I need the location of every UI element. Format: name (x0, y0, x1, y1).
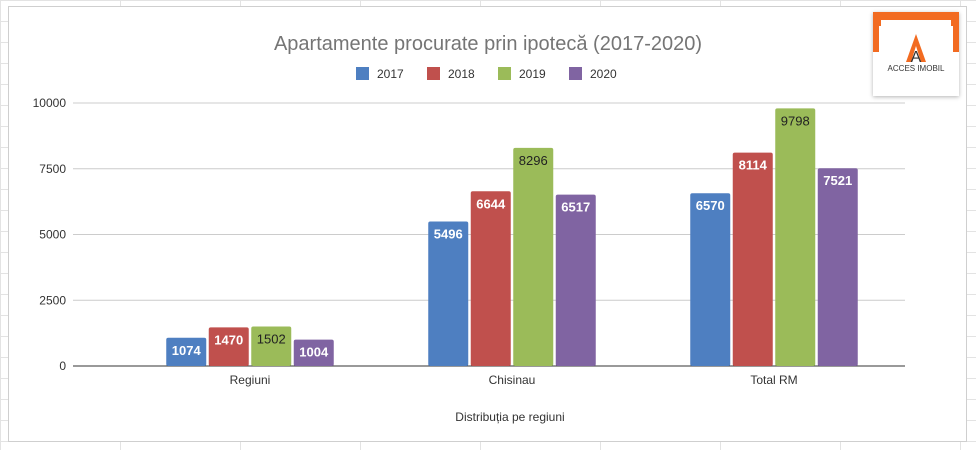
data-label: 1004 (299, 345, 329, 360)
data-label: 6570 (696, 198, 725, 213)
logo-text: ACCES IMOBIL (887, 64, 945, 73)
x-tick-label: Chisinau (489, 373, 536, 387)
data-label: 8296 (519, 153, 548, 168)
data-label: 9798 (781, 113, 810, 128)
legend-swatch-2017 (356, 67, 369, 80)
data-label: 8114 (739, 158, 768, 173)
x-tick-label: Total RM (750, 373, 797, 387)
x-axis-label: Distribuția pe regiuni (455, 410, 564, 424)
logo-a-icon: A (906, 34, 926, 66)
acces-imobil-logo: A ACCES IMOBIL (873, 12, 959, 96)
y-tick-label: 2500 (39, 293, 66, 307)
legend-label: 2017 (377, 67, 404, 81)
y-tick-label: 0 (59, 359, 66, 373)
bar-2020-Chisinau[interactable] (555, 194, 596, 366)
legend-swatch-2018 (427, 67, 440, 80)
bar-2020-Total RM[interactable] (817, 168, 858, 366)
y-tick-label: 7500 (39, 162, 66, 176)
legend-label: 2019 (519, 67, 546, 81)
bar-2017-Chisinau[interactable] (428, 221, 469, 366)
bar-2017-Total RM[interactable] (690, 193, 731, 366)
bar-2018-Regiuni[interactable] (208, 327, 249, 366)
legend-label: 2018 (448, 67, 475, 81)
data-label: 7521 (823, 173, 852, 188)
svg-text:A: A (911, 49, 922, 66)
y-tick-label: 10000 (33, 96, 67, 110)
legend-swatch-2019 (498, 67, 511, 80)
bar-2018-Total RM[interactable] (732, 152, 773, 366)
legend-swatch-2020 (569, 67, 582, 80)
data-label: 1074 (172, 343, 202, 358)
bar-2017-Regiuni[interactable] (166, 337, 207, 366)
data-label: 6517 (561, 200, 590, 215)
bar-2018-Chisinau[interactable] (470, 191, 511, 366)
data-label: 1470 (214, 332, 243, 347)
bar-2020-Regiuni[interactable] (293, 339, 334, 366)
y-tick-label: 5000 (39, 228, 66, 242)
legend-label: 2020 (590, 67, 617, 81)
chart-title: Apartamente procurate prin ipotecă (2017… (274, 33, 702, 55)
data-label: 6644 (476, 196, 506, 211)
data-label: 5496 (434, 226, 463, 241)
bar-2019-Chisinau[interactable] (513, 147, 554, 366)
x-tick-label: Regiuni (230, 373, 271, 387)
data-label: 1502 (257, 331, 286, 346)
bar-2019-Regiuni[interactable] (251, 326, 292, 366)
bar-2019-Total RM[interactable] (775, 108, 816, 367)
